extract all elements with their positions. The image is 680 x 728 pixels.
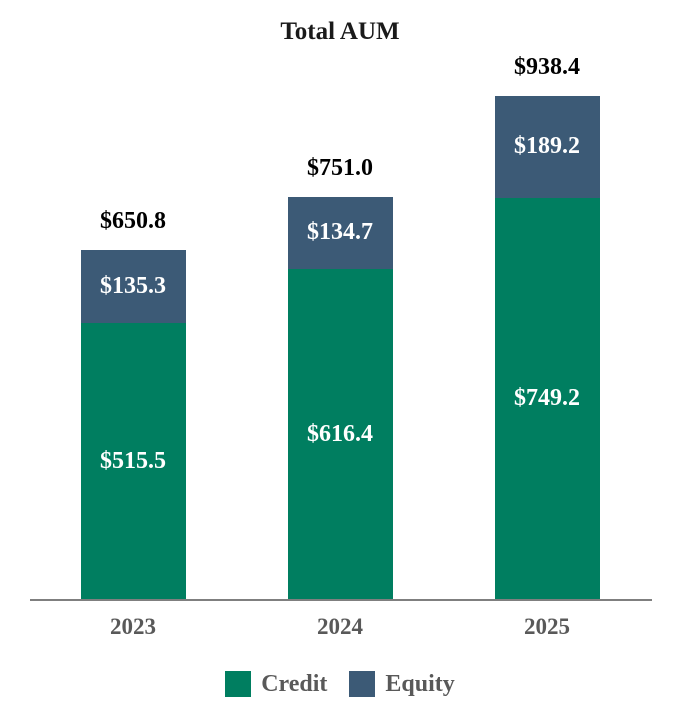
credit-segment: $515.5	[80, 323, 186, 600]
x-axis-line	[30, 599, 652, 601]
legend-swatch-equity	[349, 671, 376, 697]
x-axis-label-2025: 2025	[524, 614, 570, 639]
equity-segment: $134.7	[287, 196, 393, 269]
x-axis-label-2023: 2023	[110, 614, 156, 639]
chart-title: Total AUM	[280, 18, 400, 45]
x-axis-label-2024: 2024	[317, 614, 363, 639]
legend-item-credit: Credit	[225, 671, 327, 698]
equity-segment: $189.2	[494, 96, 600, 198]
legend-swatch-credit	[225, 671, 252, 697]
legend-label-credit: Credit	[261, 670, 328, 697]
legend: Credit Equity	[0, 668, 680, 700]
legend-label-equity: Equity	[385, 670, 455, 697]
total-value-label: $650.8	[100, 208, 166, 235]
credit-segment: $749.2	[494, 197, 600, 600]
credit-segment: $616.4	[287, 268, 393, 600]
plot-area: $650.8 $135.3 $515.5 $751.0 $134.7 $616.4 $938…	[80, 54, 600, 600]
equity-segment: $135.3	[80, 250, 186, 324]
legend-item-equity: Equity	[349, 670, 455, 698]
total-value-label: $751.0	[307, 154, 373, 181]
total-value-label: $938.4	[514, 54, 580, 80]
